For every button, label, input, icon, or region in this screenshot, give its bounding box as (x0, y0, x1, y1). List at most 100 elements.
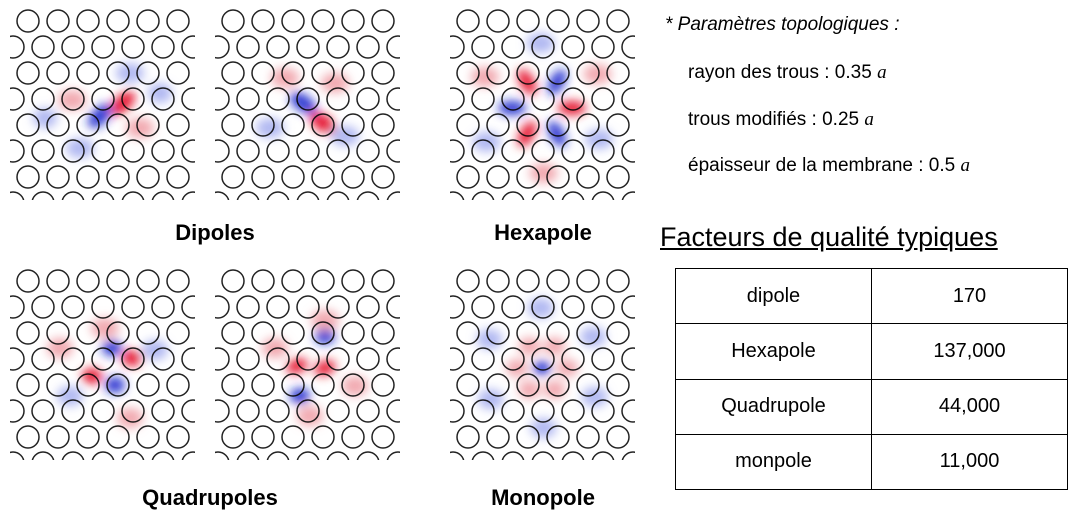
field-lobe (82, 368, 102, 384)
field-lobe (102, 340, 122, 356)
field-lobe (314, 360, 336, 376)
field (262, 310, 368, 426)
field-lobe (309, 112, 337, 134)
cell: 11,000 (871, 433, 1068, 491)
lattice (215, 268, 400, 460)
field-lobe (583, 64, 612, 85)
cell: Quadrupole (675, 378, 872, 435)
field-lobe (477, 389, 504, 410)
label: Quadrupoles (142, 485, 278, 510)
field-lobe (517, 69, 537, 95)
field-lobe (518, 337, 541, 356)
params-title: * Paramètres topologiques : (665, 14, 900, 35)
holes (10, 268, 195, 460)
field-lobe (110, 90, 136, 116)
field-lobe (547, 69, 567, 95)
lattice (450, 8, 635, 200)
field-lobe (33, 108, 57, 128)
field-lobe (518, 380, 541, 399)
field-lobe (527, 298, 554, 319)
field-lobe (498, 101, 526, 115)
row: dipole 170 (675, 267, 1068, 325)
lattice (10, 268, 195, 460)
field-lobe (558, 101, 586, 115)
field-lobe (311, 310, 339, 330)
param-unit: a (877, 62, 887, 83)
field-lobe (117, 408, 143, 428)
param-unit: a (864, 109, 874, 130)
param: trous modifiés : 0.25 a (688, 109, 874, 131)
mode-map (10, 268, 195, 460)
cell: dipole (675, 267, 872, 325)
field-lobe (585, 129, 614, 150)
holes (10, 8, 195, 200)
label: Monopole (491, 485, 595, 510)
field-lobe (321, 73, 349, 93)
mode-map (450, 8, 635, 200)
field-lobe (289, 92, 317, 114)
mode-map (450, 268, 635, 460)
field-lobe (547, 121, 567, 147)
field (33, 63, 172, 158)
row: Hexapole 137,000 (675, 323, 1068, 380)
label: Hexapole (494, 220, 592, 245)
field (256, 68, 359, 146)
field-lobe (148, 83, 172, 103)
param-unit: a (960, 155, 971, 176)
field-lobe (543, 380, 566, 399)
label: Dipoles (175, 220, 254, 245)
cell: 44,000 (871, 378, 1068, 435)
field-lobe (142, 340, 168, 360)
param: rayon des trous : 0.35 a (688, 62, 887, 84)
field-lobe (271, 68, 299, 88)
field-lobe (556, 359, 578, 377)
field-lobe (91, 318, 119, 338)
cell: 137,000 (871, 323, 1068, 380)
param-text: trous modifiés : 0.25 (688, 109, 860, 130)
q-table: dipole 170 Hexapole 137,000 Quadrupole 44,000… (675, 267, 1068, 491)
field-lobe (315, 328, 335, 344)
field-lobe (472, 131, 501, 152)
field-lobe (476, 329, 503, 350)
field-lobe (66, 138, 94, 158)
table-title: Facteurs de qualité typiques (660, 222, 998, 252)
field-lobe (517, 121, 537, 147)
field-lobe (122, 350, 142, 366)
field-lobe (57, 386, 83, 406)
field-lobe (116, 63, 144, 83)
field (470, 33, 614, 183)
param-text: rayon des trous : 0.35 (688, 62, 872, 83)
field-lobe (87, 103, 113, 129)
field-lobe (47, 338, 73, 358)
field-lobe (342, 376, 368, 396)
field-lobe (290, 388, 310, 404)
mode-map (10, 8, 195, 200)
field-lobe (105, 377, 125, 393)
field-lobe (58, 90, 86, 110)
cell: Hexapole (675, 323, 872, 380)
field-lobe (581, 386, 608, 407)
cell: 170 (871, 267, 1068, 325)
field-lobe (286, 358, 308, 374)
cell: monpole (675, 433, 872, 491)
field-lobe (506, 359, 528, 377)
mode-map (215, 268, 400, 460)
field-lobe (297, 406, 323, 426)
field-lobe (543, 337, 566, 356)
field (476, 298, 608, 438)
mode-map (215, 8, 400, 200)
field-lobe (526, 33, 555, 54)
field-lobe (533, 361, 551, 375)
field-lobe (331, 126, 359, 146)
field-lobe (256, 118, 284, 138)
lattice (450, 268, 635, 460)
field-lobe (580, 326, 607, 347)
field-lobe (262, 338, 288, 358)
lattice (215, 8, 400, 200)
field-lobe (126, 118, 154, 138)
field-lobe (530, 417, 557, 438)
row: Quadrupole 44,000 (675, 378, 1068, 435)
row: monpole 11,000 (675, 433, 1068, 491)
